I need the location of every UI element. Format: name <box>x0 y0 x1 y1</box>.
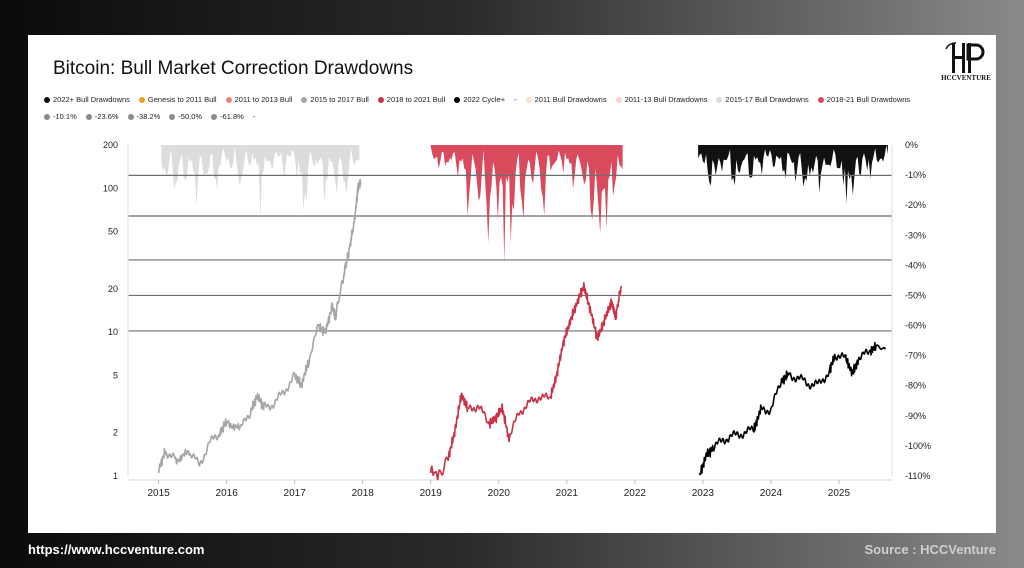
right-tick-label: 0% <box>905 140 918 150</box>
left-tick-label: 10 <box>108 327 118 337</box>
legend-item[interactable]: Genesis to 2011 Bull <box>138 95 217 104</box>
right-tick-label: -110% <box>905 471 930 481</box>
legend-label: -10.1% <box>53 112 77 121</box>
legend-dot-icon <box>211 113 218 120</box>
legend-item[interactable]: 2018-21 Bull Drawdowns <box>817 95 911 104</box>
x-tick-label: 2016 <box>216 488 239 499</box>
legend-dot-icon <box>377 96 384 103</box>
left-tick-label: 1 <box>113 471 118 481</box>
legend-dot-icon <box>817 96 824 103</box>
x-tick-label: 2019 <box>420 488 443 499</box>
right-tick-label: -80% <box>905 381 926 391</box>
legend-dot-icon <box>301 96 308 103</box>
source-note: Source : HCCVenture <box>864 542 996 557</box>
left-tick-label: 100 <box>103 183 118 193</box>
legend-dot-icon <box>454 96 461 103</box>
legend-label: 2022 Cycle+ <box>463 95 506 104</box>
legend-item[interactable]: 2015 to 2017 Bull <box>301 95 369 104</box>
legend-item[interactable]: 2022+ Bull Drawdowns <box>44 95 130 104</box>
legend-item[interactable]: - <box>253 112 256 121</box>
drawdown-area <box>430 145 623 264</box>
legend-item[interactable]: 2011 to 2013 Bull <box>225 95 293 104</box>
legend-dot-icon <box>138 96 145 103</box>
x-tick-label: 2017 <box>284 488 307 499</box>
right-tick-label: -90% <box>905 411 926 421</box>
chart-title: Bitcoin: Bull Market Correction Drawdown… <box>53 58 414 79</box>
x-tick-label: 2018 <box>352 488 375 499</box>
x-tick-label: 2015 <box>147 488 170 499</box>
legend-dot-icon <box>85 113 92 120</box>
left-tick-label: 20 <box>108 284 118 294</box>
legend-label: 2011 Bull Drawdowns <box>534 95 607 104</box>
x-tick-label: 2024 <box>760 488 783 499</box>
legend-label: -50.0% <box>178 112 203 121</box>
legend-label: - <box>252 112 256 121</box>
right-tick-label: -100% <box>905 441 931 451</box>
legend-item[interactable]: 2015-17 Bull Drawdowns <box>716 95 809 104</box>
legend-label: 2011 to 2013 Bull <box>234 95 293 104</box>
left-tick-label: 2 <box>113 428 118 438</box>
legend-row-levels: -10.1% -23.6% -38.2% -50.0% -61.8% - <box>44 112 984 121</box>
legend-item[interactable]: 2011-13 Bull Drawdowns <box>615 95 708 104</box>
legend-item[interactable]: 2022 Cycle+ <box>454 95 505 104</box>
legend-dot-icon <box>716 96 723 103</box>
legend-label: 2015 to 2017 Bull <box>310 95 369 104</box>
legend-dot-icon <box>169 113 176 120</box>
hccventure-logo: HCCVENTURE <box>940 41 992 85</box>
legend-item[interactable]: -10.1% <box>44 112 77 121</box>
legend-dot-icon <box>44 113 50 120</box>
x-tick-label: 2020 <box>488 488 511 499</box>
logo-mark-icon <box>945 42 985 73</box>
legend-label: -61.8% <box>220 112 244 121</box>
legend-dot-icon <box>615 96 622 103</box>
legend-item[interactable]: -61.8% <box>211 112 244 121</box>
legend-item[interactable]: 2018 to 2021 Bull <box>377 95 446 104</box>
price-line <box>429 281 622 481</box>
legend-item[interactable]: 2011 Bull Drawdowns <box>525 95 607 104</box>
legend-label: 2018 to 2021 Bull <box>386 95 446 104</box>
left-tick-label: 5 <box>113 370 118 380</box>
x-tick-label: 2021 <box>556 488 579 499</box>
drawdown-area <box>161 145 360 219</box>
logo-text: HCCVENTURE <box>941 74 991 82</box>
legend-item[interactable]: -50.0% <box>169 112 202 121</box>
x-tick-label: 2023 <box>692 488 715 499</box>
legend-label: -38.2% <box>136 112 161 121</box>
right-tick-label: -60% <box>905 321 926 331</box>
legend-dot-icon <box>225 96 232 103</box>
chart-card: Bitcoin: Bull Market Correction Drawdown… <box>28 35 996 533</box>
x-tick-label: 2025 <box>828 488 851 499</box>
right-tick-label: -30% <box>905 230 926 240</box>
legend-label: 2011-13 Bull Drawdowns <box>624 95 708 104</box>
legend-label: Genesis to 2011 Bull <box>147 95 217 104</box>
drawdown-chart: 200 100 50 20 10 5 2 1 0% -10% -20% -30% -40% -50% -60… <box>103 140 931 499</box>
legend-dot-icon <box>44 96 50 103</box>
legend-item[interactable]: - <box>514 95 517 104</box>
x-tick-label: 2022 <box>624 488 647 499</box>
legend-label: 2022+ Bull Drawdowns <box>53 95 130 104</box>
right-tick-label: -40% <box>905 260 926 270</box>
left-tick-label: 200 <box>103 140 118 150</box>
legend-row-series: 2022+ Bull Drawdowns Genesis to 2011 Bull… <box>44 95 984 104</box>
legend-item[interactable]: -38.2% <box>127 112 161 121</box>
legend-label: 2018-21 Bull Drawdowns <box>826 95 911 104</box>
price-line <box>698 341 886 476</box>
right-tick-label: -70% <box>905 351 926 361</box>
price-line <box>157 178 362 474</box>
right-tick-label: -10% <box>905 170 926 180</box>
legend-label: - <box>514 95 517 104</box>
legend-dot-icon <box>127 113 134 120</box>
right-tick-label: -20% <box>905 200 926 210</box>
website-url[interactable]: https://www.hccventure.com <box>28 542 205 557</box>
legend-item[interactable]: -23.6% <box>85 112 119 121</box>
legend-label: -23.6% <box>94 112 119 121</box>
drawdown-area <box>698 145 888 204</box>
legend-dot-icon <box>525 96 532 103</box>
right-tick-label: -50% <box>905 290 926 300</box>
left-tick-label: 50 <box>108 227 118 237</box>
chart-legend: 2022+ Bull Drawdowns Genesis to 2011 Bull… <box>44 95 984 129</box>
legend-label: 2015-17 Bull Drawdowns <box>725 95 809 104</box>
